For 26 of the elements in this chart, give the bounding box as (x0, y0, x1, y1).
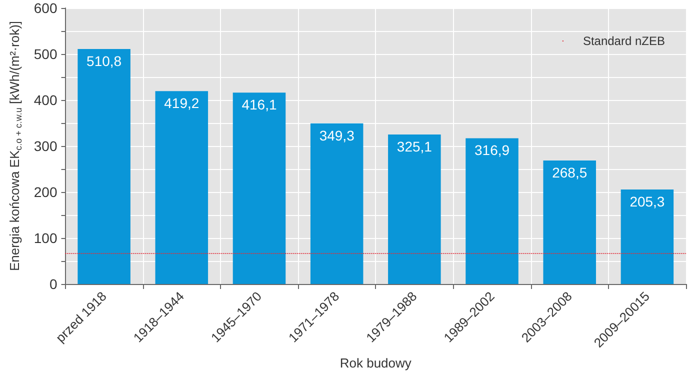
data-label: 419,2 (164, 95, 200, 112)
bar (310, 123, 364, 284)
y-tick-label: 600 (34, 0, 58, 16)
y-axis-title: Energia końcowa EKc.o + c.w.u [kWh/(m²·rok)] (7, 20, 24, 272)
data-label: 325,1 (396, 138, 432, 154)
y-tick-label: 400 (34, 92, 58, 108)
data-label: 349,3 (319, 127, 355, 144)
x-axis-title: Rok budowy (340, 356, 412, 371)
bar (78, 49, 130, 284)
bar (232, 92, 286, 284)
data-label: 416,1 (242, 96, 277, 113)
bar (543, 160, 596, 284)
data-label: 268,5 (552, 164, 588, 180)
y-tick-label: 200 (34, 184, 58, 200)
data-label: 316,9 (474, 142, 510, 158)
legend-label: Standard nZEB (582, 34, 666, 48)
data-label: 510,8 (86, 53, 122, 70)
bar (466, 138, 518, 284)
y-tick-label: 500 (34, 46, 58, 62)
bar (620, 190, 674, 284)
y-tick-label: 300 (34, 138, 58, 154)
data-label: 205,3 (630, 194, 665, 210)
y-tick-label: 0 (49, 276, 58, 292)
y-tick-label: 100 (34, 230, 58, 246)
bar (155, 91, 208, 284)
bar (388, 134, 441, 284)
